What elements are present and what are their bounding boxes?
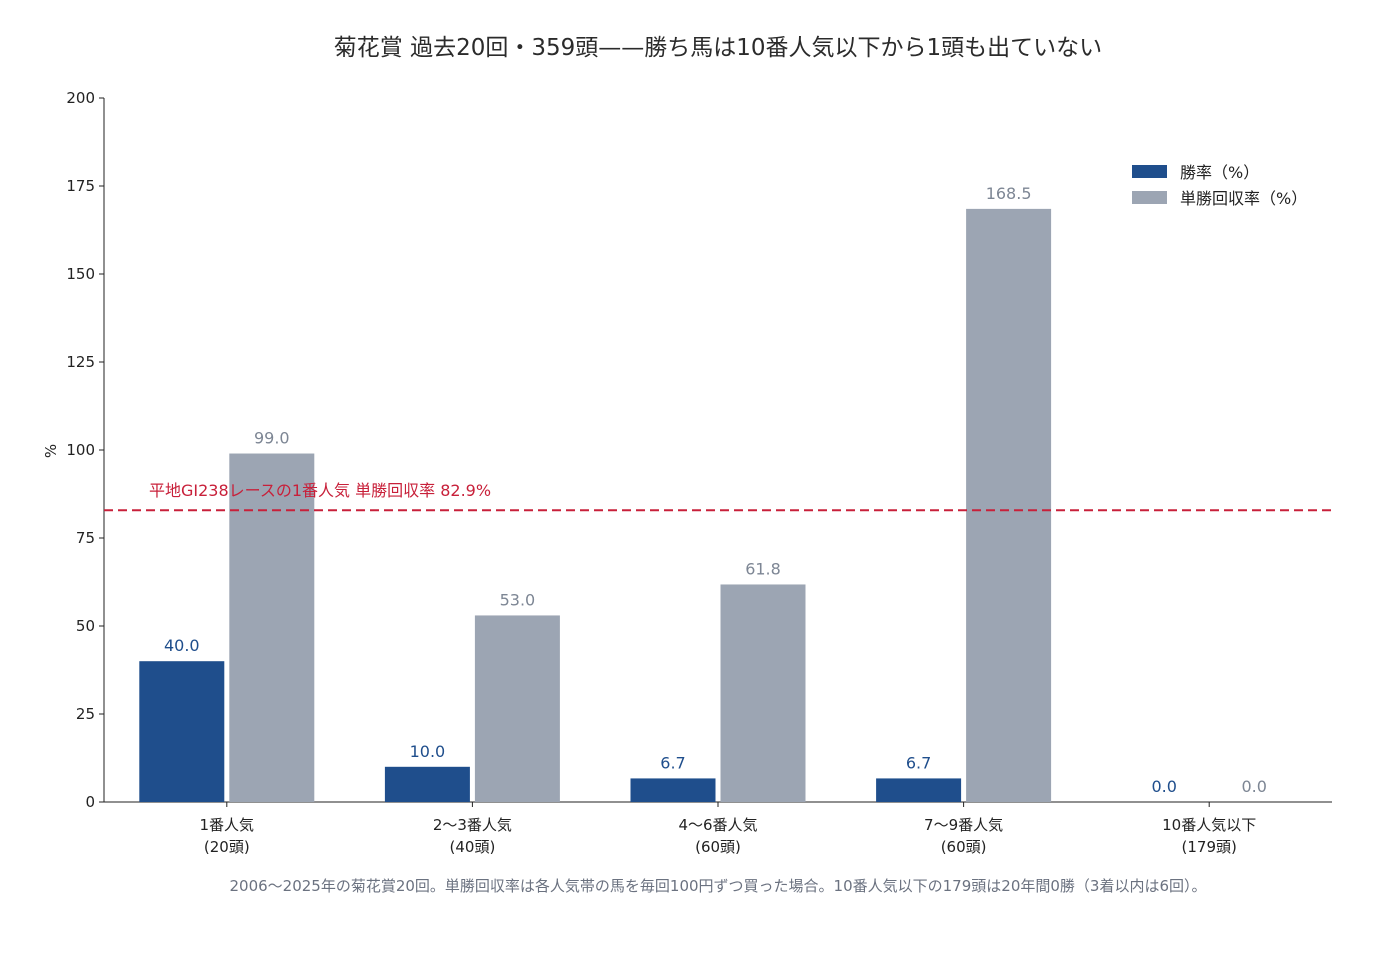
x-tick-label: 2〜3番人気: [433, 816, 512, 834]
x-tick-label-count: (20頭): [204, 838, 250, 856]
chart-title: 菊花賞 過去20回・359頭——勝ち馬は10番人気以下から1頭も出ていない: [334, 35, 1102, 61]
x-axis: 1番人気 (20頭) 2〜3番人気 (40頭) 4〜6番人気 (60頭) 7〜9番人気 (60…: [104, 801, 1332, 856]
return-rate-value-label: 53.0: [500, 590, 536, 609]
win-rate-value-label: 0.0: [1151, 777, 1176, 796]
x-tick-label: 1番人気: [200, 816, 255, 834]
y-tick-label: 0: [85, 793, 95, 811]
y-axis-label: %: [42, 444, 60, 458]
win-rate-bar: [384, 766, 470, 802]
y-tick-label: 125: [66, 353, 95, 371]
win-rate-bar: [876, 778, 962, 802]
return-rate-bar: [474, 615, 560, 802]
reference-line-label: 平地GⅠ238レースの1番人気 単勝回収率 82.9%: [149, 481, 491, 500]
return-rate-bar: [229, 453, 315, 802]
x-tick-label-count: (179頭): [1182, 838, 1237, 856]
x-tick-label: 7〜9番人気: [924, 816, 1003, 834]
y-tick-label: 200: [66, 89, 95, 107]
win-rate-value-label: 6.7: [906, 753, 931, 772]
legend-swatch-return-rate: [1132, 191, 1167, 204]
win-rate-bar: [630, 778, 716, 802]
return-rate-bar: [720, 584, 806, 802]
return-rate-value-label: 61.8: [745, 559, 781, 578]
y-tick-label: 25: [76, 705, 95, 723]
legend-label-return-rate: 単勝回収率（%）: [1180, 189, 1307, 208]
y-tick-label: 50: [76, 617, 95, 635]
x-tick-label-count: (40頭): [450, 838, 496, 856]
win-rate-value-label: 6.7: [660, 753, 685, 772]
bars: [139, 208, 1052, 802]
footnote: 2006〜2025年の菊花賞20回。単勝回収率は各人気帯の馬を毎回100円ずつ買…: [229, 877, 1206, 895]
legend-swatch-win-rate: [1132, 165, 1167, 178]
y-tick-label: 100: [66, 441, 95, 459]
x-tick-label-count: (60頭): [941, 838, 987, 856]
x-tick-label: 4〜6番人気: [678, 816, 757, 834]
x-tick-label: 10番人気以下: [1162, 816, 1256, 834]
win-rate-value-label: 10.0: [410, 742, 446, 761]
legend: 勝率（%） 単勝回収率（%）: [1132, 163, 1307, 208]
return-rate-bar: [966, 208, 1052, 802]
y-tick-label: 150: [66, 265, 95, 283]
win-rate-bar: [139, 661, 225, 802]
return-rate-value-label: 168.5: [986, 184, 1032, 203]
y-tick-label: 175: [66, 177, 95, 195]
x-tick-label-count: (60頭): [695, 838, 741, 856]
return-rate-value-label: 0.0: [1241, 777, 1266, 796]
y-axis: 0 25 50 75 100 125 150 175 200: [66, 89, 105, 811]
bar-labels: 40.0 99.0 10.0 53.0 6.7 61.8 6.7 168.5 0.0 0.0: [164, 184, 1267, 796]
reference-line-group: 平地GⅠ238レースの1番人気 単勝回収率 82.9%: [104, 481, 1332, 512]
legend-label-win-rate: 勝率（%）: [1180, 163, 1259, 182]
y-tick-label: 75: [76, 529, 95, 547]
return-rate-value-label: 99.0: [254, 429, 290, 448]
win-rate-value-label: 40.0: [164, 636, 200, 655]
